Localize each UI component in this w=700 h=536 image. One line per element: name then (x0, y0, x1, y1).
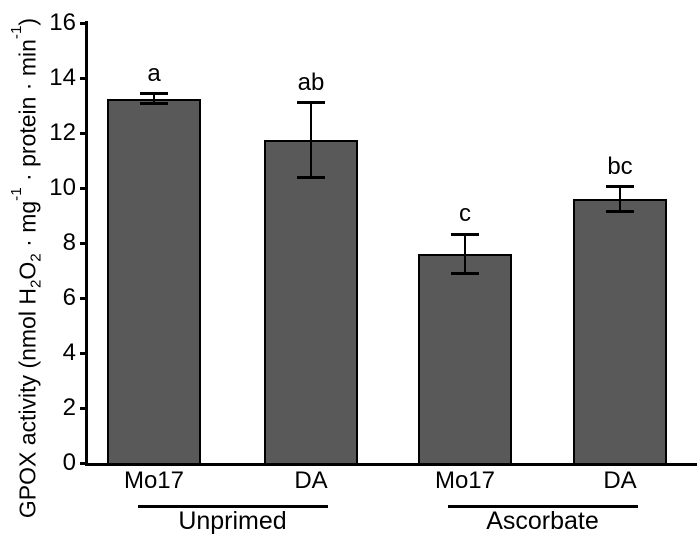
y-tick-label: 16 (49, 9, 76, 36)
y-axis-label-part: · protein · min (14, 39, 41, 188)
y-tick-label: 12 (49, 119, 76, 146)
y-tick-label: 10 (49, 174, 76, 201)
y-tick-label: 0 (62, 449, 76, 476)
y-axis-label-part: O (14, 261, 41, 280)
y-tick-mark (80, 76, 88, 80)
significance-letter: a (147, 59, 161, 87)
significance-letter: ab (297, 68, 325, 96)
y-tick-mark (80, 461, 88, 465)
y-tick-mark (80, 241, 88, 245)
error-bar-cap-bottom (606, 209, 634, 213)
x-tick-label: DA (294, 467, 328, 494)
error-bar-cap-top (451, 232, 479, 236)
group-label: Unprimed (178, 507, 287, 535)
x-tick-label: DA (603, 467, 637, 494)
x-tick-label: Mo17 (434, 467, 496, 494)
error-bar-line (309, 102, 313, 177)
y-tick-mark (80, 351, 88, 355)
error-bar-cap-top (297, 101, 325, 105)
y-axis-label-part: -1 (8, 187, 25, 201)
y-tick-mark (80, 186, 88, 190)
significance-letter: bc (607, 152, 633, 180)
error-bar-line (152, 93, 156, 104)
significance-letter: c (459, 200, 471, 228)
error-bar-cap-bottom (297, 175, 325, 179)
y-tick-mark (80, 296, 88, 300)
group-label: Ascorbate (486, 507, 599, 535)
bar (264, 139, 358, 465)
x-axis-line (85, 463, 697, 466)
y-tick-mark (80, 21, 88, 25)
error-bar-line (463, 234, 467, 274)
y-axis-label-part: -1 (8, 25, 25, 40)
error-bar-cap-top (606, 185, 634, 189)
error-bar-cap-top (140, 92, 168, 96)
error-bar-cap-bottom (451, 272, 479, 276)
error-bar-line (618, 186, 622, 212)
group-underline (447, 505, 638, 508)
error-bar-cap-bottom (140, 102, 168, 106)
bar (418, 254, 512, 465)
y-tick-label: 14 (49, 64, 76, 91)
group-underline (137, 505, 328, 508)
y-tick-label: 8 (62, 229, 76, 256)
bar (573, 199, 667, 465)
y-tick-mark (80, 406, 88, 410)
y-tick-mark (80, 131, 88, 135)
y-tick-label: 4 (62, 339, 76, 366)
y-tick-label: 6 (62, 284, 76, 311)
y-tick-label: 2 (62, 394, 76, 421)
bar (107, 98, 201, 465)
x-tick-label: Mo17 (123, 467, 185, 494)
